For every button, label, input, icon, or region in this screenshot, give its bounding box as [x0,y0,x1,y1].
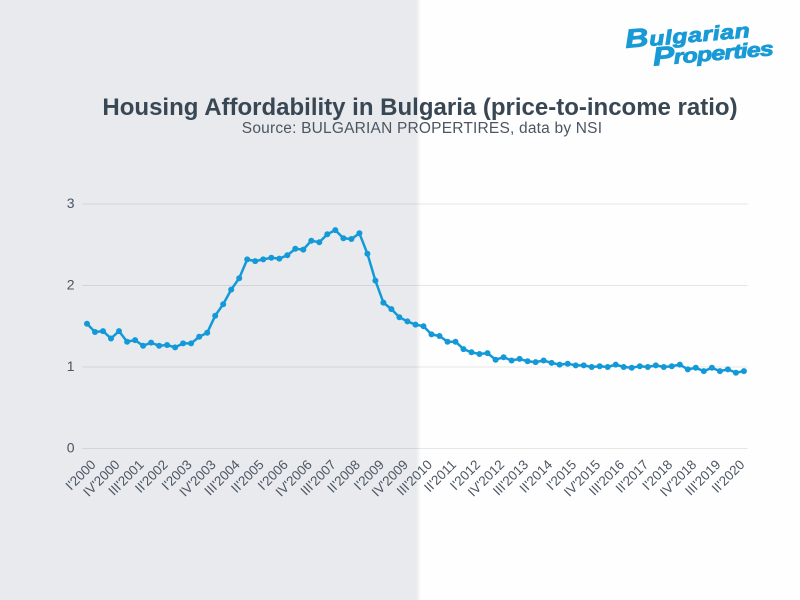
svg-text:0: 0 [67,440,75,456]
svg-text:2: 2 [67,277,75,293]
svg-text:1: 1 [67,358,75,374]
svg-text:3: 3 [67,195,75,211]
